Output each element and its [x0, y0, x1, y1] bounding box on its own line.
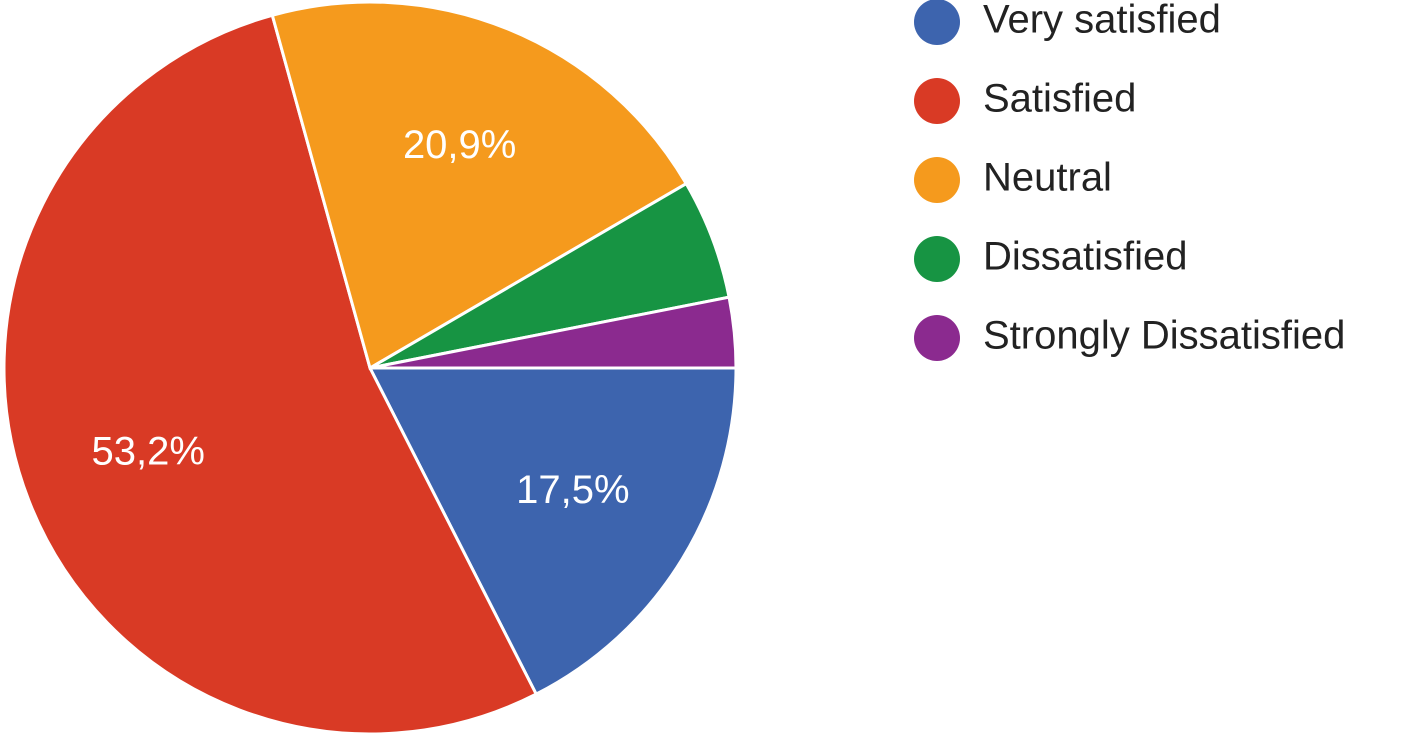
pie-slice: [270, 0, 689, 371]
legend-swatch: [914, 0, 960, 45]
legend-label: Strongly Dissatisfied: [983, 314, 1345, 358]
legend-swatch: [914, 315, 960, 361]
pie-slice: [369, 295, 738, 370]
slice-label: 20,9%: [403, 123, 516, 167]
slice-label: 17,5%: [516, 468, 629, 512]
legend-label: Very satisfied: [983, 0, 1221, 42]
legend-label: Dissatisfied: [983, 235, 1188, 279]
pie-slice: [2, 13, 539, 736]
slice-label: 53,2%: [92, 430, 205, 474]
legend-swatch: [914, 236, 960, 282]
legend-label: Satisfied: [983, 77, 1136, 121]
legend-swatch: [914, 157, 960, 203]
legend-swatch: [914, 78, 960, 124]
pie-slice: [367, 366, 738, 697]
legend-label: Neutral: [983, 156, 1112, 200]
